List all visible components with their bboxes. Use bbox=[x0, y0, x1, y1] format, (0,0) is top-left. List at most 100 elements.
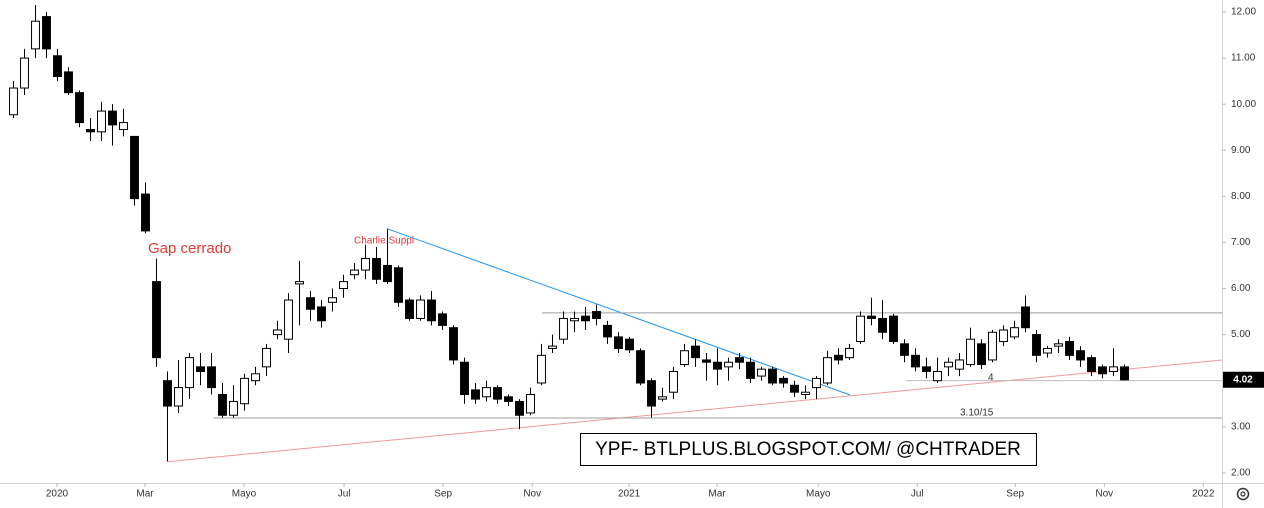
annotation: 4 bbox=[988, 373, 994, 384]
candle-body bbox=[680, 350, 689, 366]
candle-body bbox=[75, 92, 84, 124]
candle-body bbox=[570, 317, 579, 322]
candle-body bbox=[42, 16, 51, 50]
candle-body bbox=[1076, 350, 1085, 361]
candle-body bbox=[20, 57, 29, 89]
candle-body bbox=[328, 297, 337, 303]
x-tick-label: 2021 bbox=[618, 489, 641, 500]
candle-body bbox=[966, 338, 975, 366]
candle-body bbox=[141, 193, 150, 232]
last-price-box bbox=[1223, 371, 1264, 388]
candle-body bbox=[537, 354, 546, 384]
candle-body bbox=[284, 299, 293, 340]
candle-body bbox=[108, 110, 117, 126]
candle-body bbox=[207, 366, 216, 389]
candle-body bbox=[999, 329, 1008, 343]
candle-body bbox=[603, 324, 612, 338]
candle-body bbox=[53, 55, 62, 78]
x-tick-label: 2020 bbox=[46, 489, 69, 500]
candle-body bbox=[163, 380, 172, 407]
y-tick-label: 2.00 bbox=[1231, 468, 1251, 479]
x-tick-label: Sep bbox=[434, 489, 452, 500]
candle-body bbox=[240, 377, 249, 405]
candle-body bbox=[460, 361, 469, 396]
candle-body bbox=[350, 269, 359, 276]
x-tick-label: Mayo bbox=[232, 489, 257, 500]
candle-body bbox=[504, 396, 513, 402]
x-tick-label: Mar bbox=[708, 489, 726, 500]
candle-body bbox=[834, 354, 843, 361]
candle-body bbox=[614, 336, 623, 349]
candle-body bbox=[526, 394, 535, 414]
candle-body bbox=[724, 361, 733, 368]
candle-body bbox=[493, 387, 502, 400]
candle-body bbox=[218, 394, 227, 416]
candle-body bbox=[955, 359, 964, 370]
candle-body bbox=[427, 299, 436, 322]
x-tick-label: 2022 bbox=[1192, 489, 1215, 500]
plot bbox=[9, 5, 1223, 463]
candle-body bbox=[768, 368, 777, 384]
candle-body bbox=[383, 264, 392, 283]
candle-body bbox=[636, 350, 645, 384]
candle-body bbox=[1043, 347, 1052, 354]
candle-body bbox=[647, 380, 656, 407]
candle-body bbox=[548, 345, 557, 349]
candle-body bbox=[185, 357, 194, 389]
candle-body bbox=[196, 366, 205, 372]
watermark-box bbox=[580, 433, 1037, 466]
annotation: 3.10/15 bbox=[960, 408, 994, 419]
candle-body bbox=[559, 317, 568, 340]
candle-body bbox=[482, 387, 491, 398]
candle-body bbox=[790, 384, 799, 393]
candle-body bbox=[372, 258, 381, 280]
candle-body bbox=[669, 370, 678, 393]
candle-body bbox=[471, 389, 480, 400]
candle-body bbox=[977, 343, 986, 366]
candle-body bbox=[812, 377, 821, 389]
y-tick-label: 12.00 bbox=[1231, 7, 1256, 18]
candle-body bbox=[405, 299, 414, 319]
candle-body bbox=[845, 347, 854, 359]
y-tick-label: 7.00 bbox=[1231, 237, 1251, 248]
candle-body bbox=[823, 357, 832, 384]
candle-body bbox=[174, 387, 183, 407]
candle-body bbox=[449, 327, 458, 361]
gear-hub bbox=[1240, 491, 1246, 497]
candle-body bbox=[317, 306, 326, 322]
annotation: Gap cerrado bbox=[148, 240, 231, 257]
candle-body bbox=[229, 400, 238, 416]
candle-body bbox=[911, 354, 920, 368]
candle-body bbox=[779, 377, 788, 384]
gear-ring bbox=[1236, 487, 1250, 501]
candle-body bbox=[86, 129, 95, 133]
candle-body bbox=[1109, 366, 1118, 372]
candle-body bbox=[1098, 366, 1107, 375]
candle-body bbox=[515, 400, 524, 416]
x-tick-label: Nov bbox=[523, 489, 541, 500]
candle-body bbox=[416, 299, 425, 319]
y-tick-label: 6.00 bbox=[1231, 283, 1251, 294]
candle-body bbox=[988, 331, 997, 361]
candle-body bbox=[702, 359, 711, 363]
candle-body bbox=[713, 361, 722, 370]
y-tick-label: 10.00 bbox=[1231, 99, 1256, 110]
candle-body bbox=[394, 267, 403, 303]
candle-body bbox=[262, 347, 271, 368]
candle-body bbox=[1054, 343, 1063, 347]
trend-line bbox=[166, 359, 1223, 463]
candle-body bbox=[130, 135, 139, 200]
settings-icon[interactable] bbox=[1236, 487, 1250, 501]
x-tick-label: Jul bbox=[911, 489, 924, 500]
candle-body bbox=[31, 20, 40, 50]
candle-body bbox=[361, 258, 370, 271]
candle-body bbox=[900, 343, 909, 356]
y-tick-label: 3.00 bbox=[1231, 421, 1251, 432]
candle-body bbox=[625, 338, 634, 351]
candle-body bbox=[119, 122, 128, 131]
candle-body bbox=[801, 391, 810, 396]
candle-body bbox=[889, 315, 898, 343]
x-tick-label: Sep bbox=[1006, 489, 1024, 500]
last-price-label: 4.02 bbox=[1233, 374, 1253, 385]
